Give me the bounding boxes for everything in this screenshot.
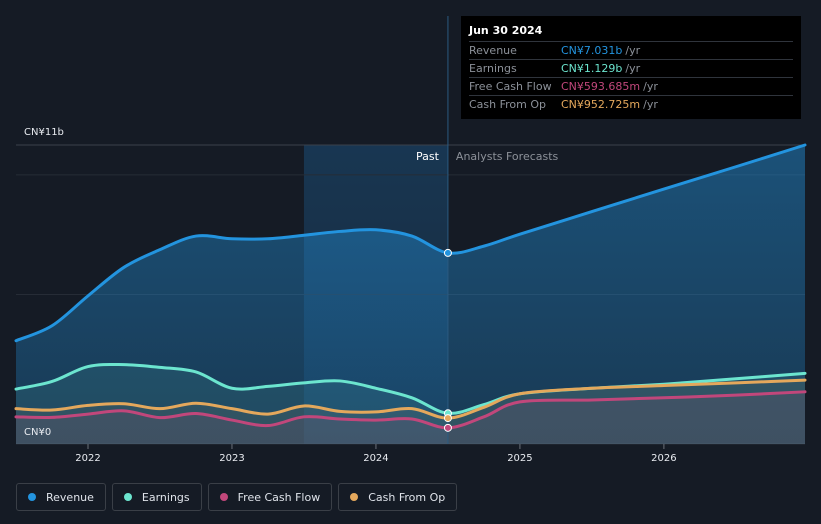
tooltip-row-revenue: Revenue CN¥7.031b /yr — [469, 42, 793, 60]
cash-from-op-point[interactable] — [444, 415, 451, 422]
legend-cash-from-op[interactable]: Cash From Op — [338, 483, 457, 511]
tooltip-label: Revenue — [469, 42, 561, 59]
free-cash-flow-point[interactable] — [444, 424, 451, 431]
chart-legend: Revenue Earnings Free Cash Flow Cash Fro… — [16, 483, 463, 511]
tooltip-row-earnings: Earnings CN¥1.129b /yr — [469, 60, 793, 78]
x-axis-tick-label: 2022 — [75, 453, 100, 464]
tooltip-label: Cash From Op — [469, 96, 561, 113]
tooltip-value: CN¥593.685m — [561, 78, 640, 95]
y-axis-zero-label: CN¥0 — [24, 427, 51, 438]
legend-free-cash-flow[interactable]: Free Cash Flow — [208, 483, 333, 511]
y-axis-max-label: CN¥11b — [24, 127, 64, 138]
tooltip-date: Jun 30 2024 — [469, 24, 793, 42]
legend-label: Revenue — [46, 491, 94, 504]
tooltip-label: Free Cash Flow — [469, 78, 561, 95]
tooltip-row-cash-from-op: Cash From Op CN¥952.725m /yr — [469, 96, 793, 113]
tooltip-unit: /yr — [643, 78, 658, 95]
revenue-point[interactable] — [444, 249, 451, 256]
tooltip-label: Earnings — [469, 60, 561, 77]
x-axis-tick-label: 2024 — [363, 453, 388, 464]
legend-label: Cash From Op — [368, 491, 445, 504]
x-axis-tick-label: 2025 — [507, 453, 532, 464]
data-tooltip: Jun 30 2024 Revenue CN¥7.031b /yr Earnin… — [461, 16, 801, 119]
tooltip-value: CN¥1.129b — [561, 60, 622, 77]
x-axis-tick-label: 2023 — [219, 453, 244, 464]
past-label: Past — [416, 150, 440, 163]
tooltip-row-free-cash-flow: Free Cash Flow CN¥593.685m /yr — [469, 78, 793, 96]
legend-label: Free Cash Flow — [238, 491, 321, 504]
legend-earnings[interactable]: Earnings — [112, 483, 202, 511]
earnings-dot-icon — [124, 493, 132, 501]
tooltip-unit: /yr — [625, 42, 640, 59]
x-axis-tick-label: 2026 — [651, 453, 676, 464]
legend-label: Earnings — [142, 491, 190, 504]
cash-from-op-dot-icon — [350, 493, 358, 501]
revenue-dot-icon — [28, 493, 36, 501]
tooltip-value: CN¥7.031b — [561, 42, 622, 59]
tooltip-unit: /yr — [625, 60, 640, 77]
tooltip-unit: /yr — [643, 96, 658, 113]
free-cash-flow-dot-icon — [220, 493, 228, 501]
analysts-forecasts-label: Analysts Forecasts — [456, 150, 559, 163]
tooltip-value: CN¥952.725m — [561, 96, 640, 113]
legend-revenue[interactable]: Revenue — [16, 483, 106, 511]
